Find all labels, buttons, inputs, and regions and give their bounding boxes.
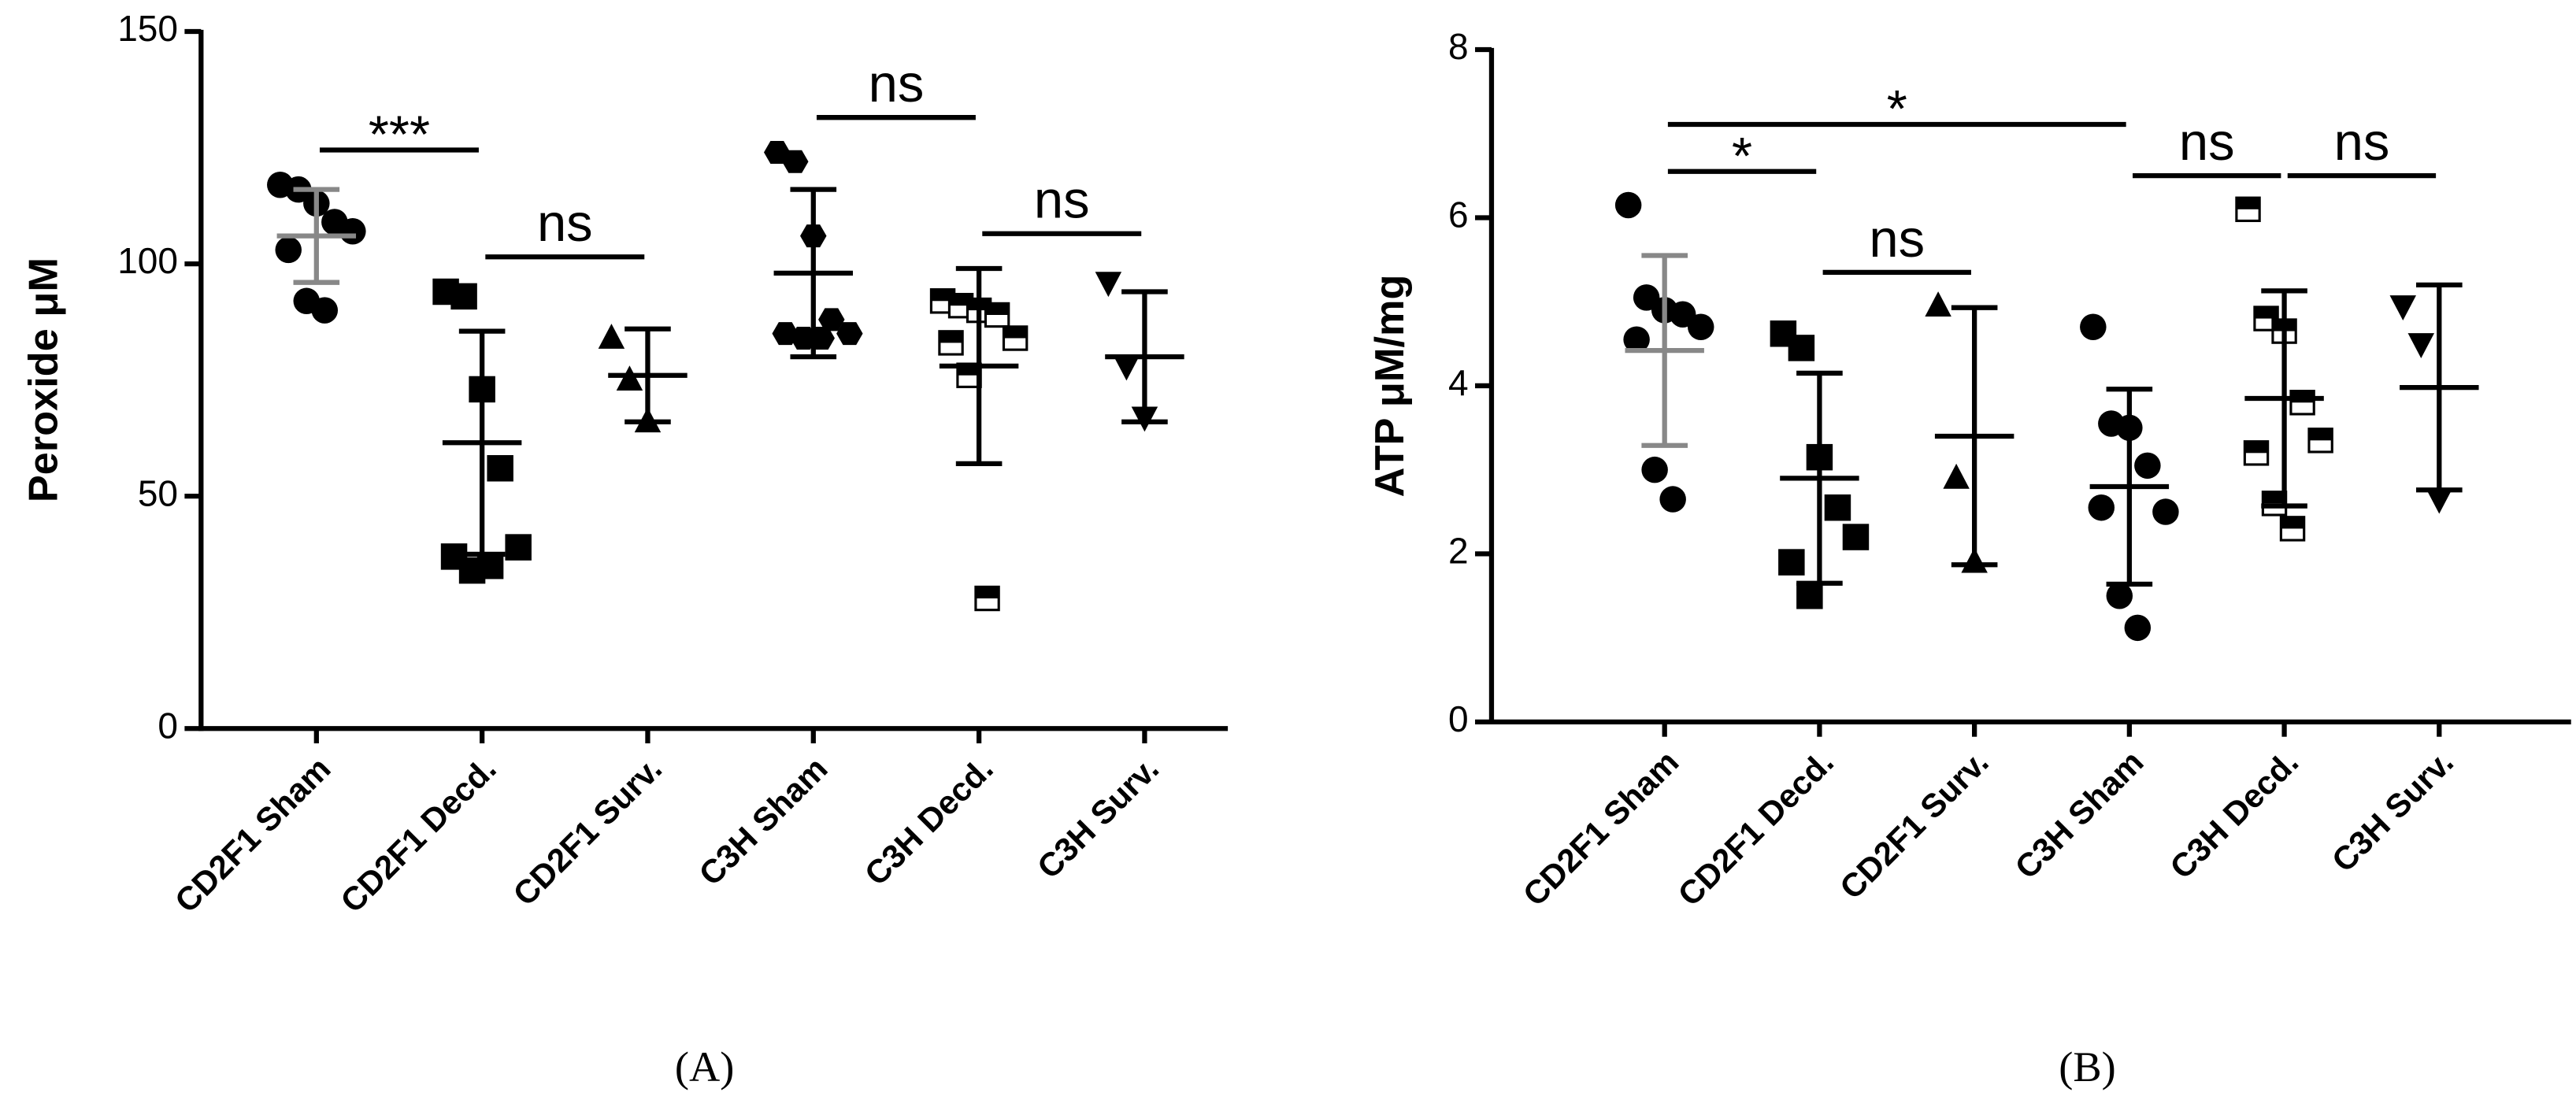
point bbox=[2243, 440, 2270, 466]
point bbox=[339, 218, 366, 245]
point bbox=[790, 327, 817, 350]
point bbox=[450, 283, 477, 310]
point bbox=[1687, 313, 1714, 340]
point-half bbox=[2236, 198, 2260, 209]
point bbox=[2426, 488, 2453, 514]
x-tick-label: C3H Sham bbox=[691, 750, 834, 892]
point bbox=[938, 330, 964, 356]
point-half bbox=[939, 331, 963, 343]
y-tick-label: 4 bbox=[1448, 362, 1469, 403]
y-tick-label: 8 bbox=[1448, 26, 1469, 67]
significance-label: ns bbox=[869, 54, 925, 113]
point bbox=[1659, 486, 1686, 513]
point bbox=[476, 552, 504, 580]
point-half bbox=[2244, 441, 2268, 454]
significance-label: ns bbox=[537, 194, 593, 253]
point-half bbox=[975, 587, 999, 598]
significance-label: ns bbox=[1869, 209, 1925, 268]
point bbox=[1623, 326, 1650, 353]
point bbox=[1113, 355, 1140, 381]
point bbox=[2235, 196, 2261, 223]
point-half bbox=[2263, 491, 2286, 504]
point-half bbox=[985, 303, 1009, 315]
point bbox=[2307, 428, 2333, 454]
point bbox=[2407, 333, 2435, 358]
y-tick-label: 2 bbox=[1448, 531, 1469, 572]
significance-label: ns bbox=[2179, 113, 2235, 172]
point bbox=[2152, 498, 2179, 525]
point bbox=[1095, 272, 1122, 298]
x-tick-label: CD2F1 Surv. bbox=[506, 750, 669, 913]
point bbox=[275, 236, 302, 264]
point bbox=[1842, 524, 1870, 550]
point-half bbox=[2254, 306, 2278, 319]
point-half bbox=[2281, 517, 2304, 529]
y-tick-label: 150 bbox=[117, 8, 178, 49]
x-tick-label: CD2F1 Sham bbox=[1516, 743, 1686, 913]
point bbox=[616, 365, 643, 391]
x-tick-label: C3H Sham bbox=[2007, 743, 2150, 886]
point bbox=[2134, 452, 2161, 480]
y-tick-label: 6 bbox=[1448, 194, 1469, 235]
point bbox=[1641, 456, 1668, 483]
significance-label: ns bbox=[1034, 171, 1090, 230]
point bbox=[2279, 516, 2306, 542]
point bbox=[2289, 390, 2315, 416]
point bbox=[1788, 335, 1815, 361]
significance-label: * bbox=[1732, 127, 1752, 186]
x-tick-label: C3H Surv. bbox=[2325, 743, 2460, 879]
point bbox=[2124, 614, 2152, 642]
x-tick-label: C3H Decd. bbox=[858, 750, 1000, 892]
x-tick-label: C3H Decd. bbox=[2163, 743, 2305, 886]
point bbox=[1925, 291, 1951, 317]
x-tick-label: CD2F1 Decd. bbox=[1670, 743, 1840, 913]
significance-label: *** bbox=[369, 106, 430, 165]
point bbox=[1824, 494, 1851, 521]
point-half bbox=[2308, 428, 2333, 441]
point bbox=[2088, 494, 2115, 521]
y-axis-label: Peroxide μM bbox=[20, 257, 66, 502]
point bbox=[2106, 583, 2133, 609]
point bbox=[598, 324, 625, 349]
point bbox=[984, 302, 1010, 328]
point bbox=[836, 322, 863, 346]
panel-label: (B) bbox=[2059, 1043, 2116, 1091]
point bbox=[505, 534, 532, 561]
y-tick-label: 0 bbox=[1448, 698, 1469, 739]
panel-label: (A) bbox=[675, 1043, 735, 1091]
significance-label: ns bbox=[2334, 113, 2390, 172]
point bbox=[2080, 313, 2107, 340]
point bbox=[487, 455, 513, 482]
x-tick-label: C3H Surv. bbox=[1030, 750, 1166, 885]
point bbox=[311, 297, 339, 324]
x-tick-label: CD2F1 Surv. bbox=[1833, 743, 1996, 906]
point bbox=[782, 150, 809, 173]
y-tick-label: 0 bbox=[158, 705, 178, 746]
point bbox=[1778, 549, 1805, 576]
significance-label: * bbox=[1887, 80, 1907, 139]
x-tick-label: CD2F1 Decd. bbox=[333, 750, 503, 920]
point bbox=[763, 140, 791, 164]
point bbox=[818, 308, 845, 331]
y-tick-label: 50 bbox=[138, 472, 178, 513]
y-axis-label: ATP μM/mg bbox=[1367, 275, 1413, 498]
point-half bbox=[1003, 326, 1027, 339]
y-tick-label: 100 bbox=[117, 240, 178, 281]
x-tick-label: CD2F1 Sham bbox=[168, 750, 338, 920]
point bbox=[1796, 583, 1823, 609]
point bbox=[974, 585, 1000, 612]
point bbox=[1614, 191, 1642, 219]
point bbox=[1002, 325, 1029, 351]
point bbox=[2389, 295, 2417, 320]
point bbox=[1943, 463, 1970, 489]
